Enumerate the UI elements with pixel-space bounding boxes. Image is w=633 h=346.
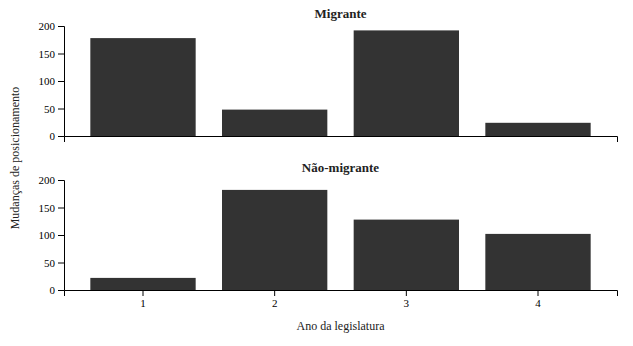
- y-axis: 0 50 100 150 200: [39, 20, 65, 142]
- tick-label: 100: [39, 75, 56, 87]
- tick-mark: [406, 290, 407, 296]
- y-axis-title: Mudanças de posicionamento: [8, 87, 22, 230]
- x-axis-title: Ano da legislatura: [297, 319, 386, 333]
- tick-mark: [538, 290, 539, 296]
- tick-mark: [58, 81, 64, 82]
- bar: [485, 234, 590, 290]
- tick-mark: [58, 290, 64, 291]
- tick-mark: [58, 136, 64, 137]
- axis-line: [58, 181, 65, 291]
- tick: 0: [50, 284, 65, 296]
- tick-label: 100: [39, 229, 56, 241]
- panel: 0 50 100 150 200 Migrante: [39, 6, 618, 142]
- tick: 4: [535, 290, 541, 309]
- x-axis: [65, 137, 618, 143]
- chart-title: Migrante: [315, 6, 367, 21]
- tick: 100: [39, 229, 65, 241]
- tick-mark: [274, 290, 275, 296]
- chart-title: Não-migrante: [302, 160, 379, 175]
- tick-label: 50: [44, 257, 56, 269]
- tick-label: 200: [39, 174, 56, 186]
- tick: 100: [39, 75, 65, 87]
- tick-label: 0: [50, 130, 56, 142]
- tick: 2: [272, 290, 278, 309]
- tick-label: 150: [39, 202, 56, 214]
- bar: [222, 110, 327, 136]
- axis-line: [65, 291, 618, 297]
- tick: 200: [39, 20, 65, 32]
- tick-mark: [58, 109, 64, 110]
- tick-mark: [143, 290, 144, 296]
- tick-mark: [58, 208, 64, 209]
- tick-mark: [58, 180, 64, 181]
- tick: 150: [39, 48, 65, 60]
- tick-label: 0: [50, 284, 56, 296]
- bars: [90, 30, 590, 136]
- bars: [90, 190, 590, 290]
- tick: 1: [140, 290, 146, 309]
- tick-mark: [58, 263, 64, 264]
- panel: 0 50 100 150 200 1 2 3 4 Não-migrante Ano da legis…: [39, 160, 618, 333]
- tick: 50: [44, 103, 64, 115]
- bar: [354, 30, 459, 136]
- tick-mark: [58, 54, 64, 55]
- tick-label: 200: [39, 20, 56, 32]
- tick-label: 150: [39, 48, 56, 60]
- tick: 50: [44, 257, 64, 269]
- bar: [90, 38, 195, 136]
- bar: [222, 190, 327, 290]
- tick-label: 4: [535, 297, 541, 309]
- bar: [354, 220, 459, 290]
- tick: 0: [50, 130, 65, 142]
- axis-line: [58, 27, 65, 137]
- x-axis: 1 2 3 4: [65, 290, 618, 309]
- tick: 3: [404, 290, 410, 309]
- tick-label: 2: [272, 297, 278, 309]
- axis-line: [65, 137, 618, 143]
- tick-mark: [58, 26, 64, 27]
- tick-label: 1: [140, 297, 146, 309]
- tick-label: 3: [404, 297, 410, 309]
- chart-svg: 0 50 100 150 200 Migrante 0 50 100 150 200 1 2 3 4 Não-…: [0, 0, 633, 346]
- tick: 200: [39, 174, 65, 186]
- bar: [485, 123, 590, 136]
- tick-label: 50: [44, 103, 56, 115]
- bar: [90, 278, 195, 290]
- tick: 150: [39, 202, 65, 214]
- tick-mark: [58, 235, 64, 236]
- y-axis: 0 50 100 150 200: [39, 174, 65, 296]
